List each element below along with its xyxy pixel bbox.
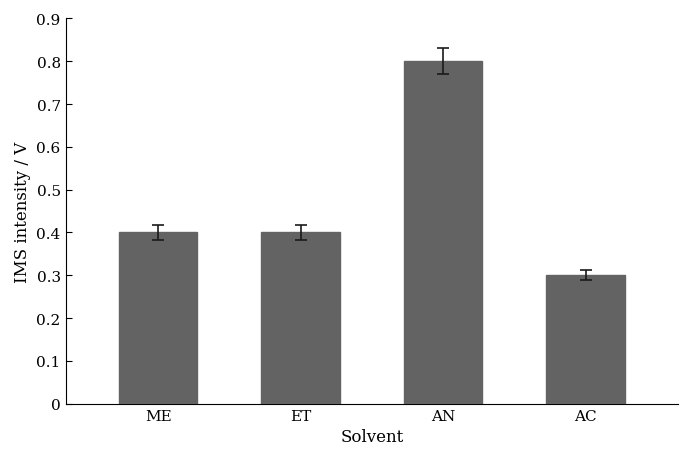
Bar (404, 62, 482, 404)
Y-axis label: IMS intensity / V: IMS intensity / V (14, 141, 31, 282)
Bar (119, 233, 197, 404)
Bar (262, 233, 340, 404)
Bar (547, 276, 625, 404)
X-axis label: Solvent: Solvent (340, 428, 403, 445)
